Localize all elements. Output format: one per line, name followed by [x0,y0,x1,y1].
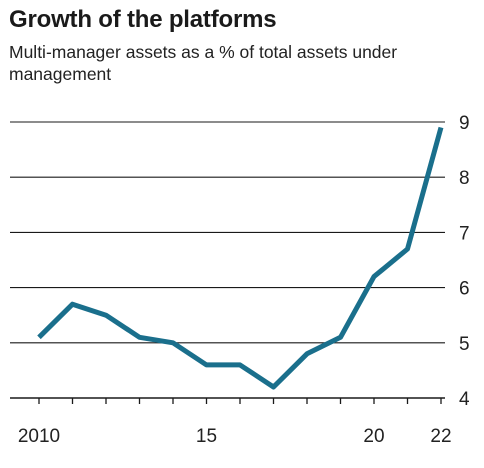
gridlines [10,121,445,344]
data-point [37,335,42,340]
series-line-0 [37,126,444,390]
y-tick-label: 8 [459,168,470,189]
y-tick-label: 9 [459,113,470,134]
data-point [204,362,209,367]
chart-subtitle: Multi-manager assets as a % of total ass… [9,42,398,84]
y-tick-label: 7 [459,223,470,244]
data-point [439,125,444,130]
data-point [137,335,142,340]
x-tick-label: 22 [430,426,451,447]
y-tick-label: 6 [459,279,470,300]
data-point [271,384,276,389]
data-point [104,313,109,318]
data-point [70,302,75,307]
chart-title: Growth of the platforms [9,6,277,33]
x-tick-label: 15 [196,426,217,447]
data-point [171,340,176,345]
y-tick-label: 4 [459,389,470,410]
y-tick-labels: 4 5 6 7 8 9 [459,113,470,410]
data-point [405,246,410,251]
x-tick-label: 20 [363,426,384,447]
data-point [372,274,377,279]
data-point [338,335,343,340]
data-point [305,351,310,356]
x-tick-label: 2010 [18,426,60,447]
x-tick-labels: 2010 15 20 22 [18,426,452,447]
x-axis [10,397,445,404]
series [37,125,444,390]
y-tick-label: 5 [459,334,470,355]
data-point [238,362,243,367]
